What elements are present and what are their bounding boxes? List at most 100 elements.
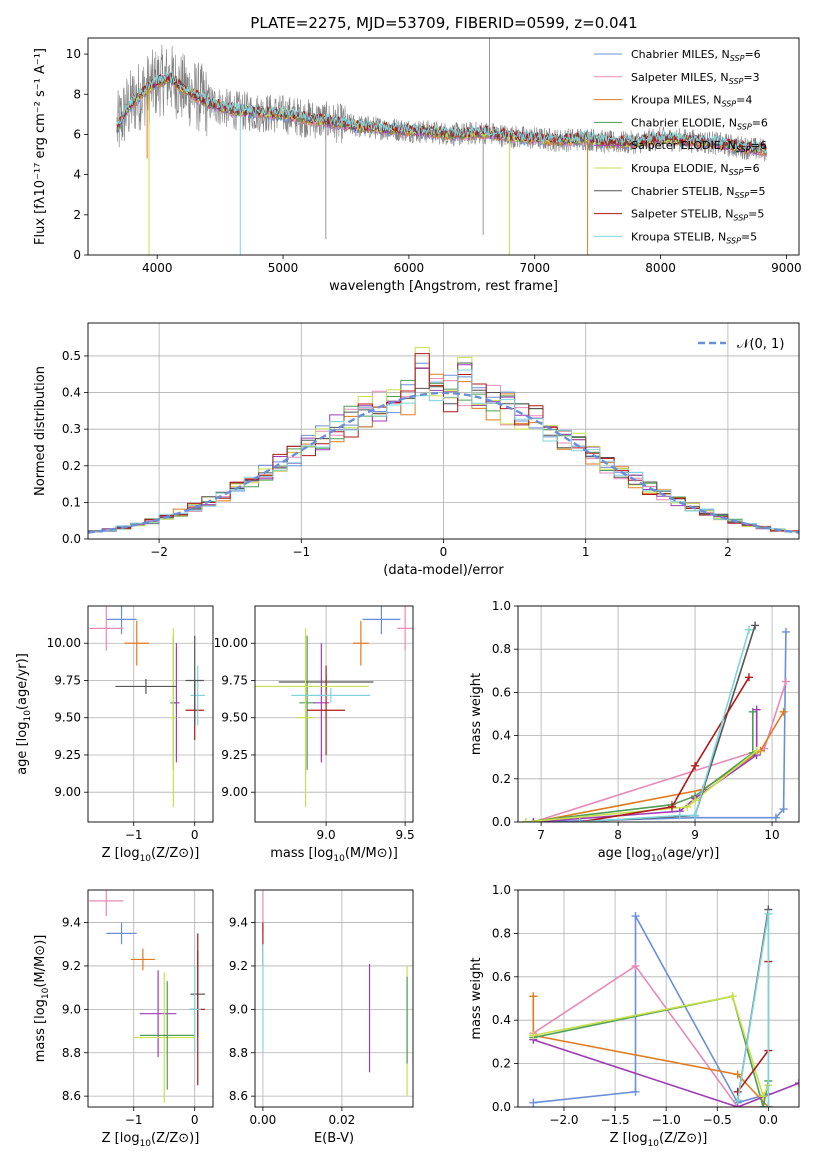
weight-marker <box>771 813 780 822</box>
weight_vs_age-panel: 7 8 9 10 0.0 0.2 0.4 0.6 0.8 1.0 age [log10(age/yr… <box>469 599 800 864</box>
mass_vs_Z-plot-area <box>89 890 206 1103</box>
legend-entry: Salpeter MILES, NSSP=3 <box>631 71 760 86</box>
mass_vs_Z-frame <box>87 889 214 1108</box>
x-tick-label: 8000 <box>645 261 676 275</box>
legend-entry: Chabrier ELODIE, NSSP=6 <box>631 116 768 131</box>
x-tick-label: −1.5 <box>601 1113 630 1127</box>
weight-marker <box>733 1087 742 1096</box>
gaussian-curve <box>88 391 799 534</box>
weight-marker <box>733 1096 742 1105</box>
weight_vs_Z-frame <box>517 889 800 1108</box>
weight_vs_age-plot-area <box>521 621 790 822</box>
spectrum-legend: Chabrier MILES, NSSP=6 Salpeter MILES, NS… <box>594 48 768 245</box>
weight-series-chabrier-elodie <box>533 995 770 1107</box>
y-axis-label: Flux [fλ10⁻¹⁷ erg cm⁻² s⁻¹ A⁻¹] <box>33 48 48 245</box>
x-tick-label: 7000 <box>519 261 550 275</box>
weight_vs_Z-plot-area <box>529 905 799 1107</box>
weight-marker <box>779 707 788 716</box>
y-tick-label: 8 <box>73 87 81 101</box>
legend-entry: Kroupa ELODIE, NSSP=6 <box>631 162 760 177</box>
y-tick-label: 9.25 <box>54 748 81 762</box>
weight-marker <box>752 705 761 714</box>
y-tick-label: 9.2 <box>62 959 81 973</box>
x-tick-label: 2 <box>724 545 732 559</box>
y-tick-label: 0.0 <box>62 532 81 546</box>
legend-entry: Chabrier STELIB, NSSP=5 <box>631 185 765 200</box>
y-tick-label: 9.50 <box>54 711 81 725</box>
x-tick-label: 5000 <box>268 261 299 275</box>
x-tick-label: −1 <box>292 545 310 559</box>
y-tick-label: 9.0 <box>62 1002 81 1016</box>
legend-entry: Salpeter ELODIE, NSSP=6 <box>631 139 767 154</box>
x-tick-label: 9.5 <box>396 828 415 842</box>
legend-entry: Chabrier MILES, NSSP=6 <box>631 48 761 63</box>
x-axis-label: Z [log10(Z/Z⊙)] <box>102 1131 200 1149</box>
age_vs_mass-frame <box>254 605 414 823</box>
weight-marker <box>733 1070 742 1079</box>
spectrum-panel: 4000 5000 6000 7000 8000 9000 0 2 4 6 8 10 wavelengt… <box>33 37 802 294</box>
y-tick-label: 0.8 <box>492 642 511 656</box>
weight-marker <box>683 802 692 811</box>
x-axis-label: (data-model)/error <box>383 563 504 578</box>
x-tick-label: 8 <box>614 828 622 842</box>
age_vs_Z-frame <box>87 605 214 823</box>
y-tick-label: 0 <box>73 248 81 262</box>
weight-series-salpeter-miles <box>533 681 787 822</box>
x-tick-label: 1 <box>582 545 590 559</box>
mass_vs_ebv-panel: 0.00 0.02 8.6 8.8 9.0 9.2 9.4 E(B-V) <box>229 889 414 1146</box>
y-axis-label: age [log10(age/yr)] <box>15 653 33 775</box>
legend-entry: Salpeter STELIB, NSSP=5 <box>631 208 764 223</box>
y-tick-label: 9.00 <box>221 785 248 799</box>
residuals-frame <box>87 322 800 540</box>
y-tick-label: 8.8 <box>62 1046 81 1060</box>
weight-marker <box>631 961 640 970</box>
y-tick-label: 1.0 <box>492 883 511 897</box>
x-tick-label: 9000 <box>771 261 802 275</box>
y-tick-label: 0.2 <box>62 459 81 473</box>
x-tick-label: −2 <box>150 545 168 559</box>
y-tick-label: 9.2 <box>229 959 248 973</box>
weight-marker <box>691 761 700 770</box>
age_vs_mass-grid <box>255 606 413 822</box>
weight-marker <box>667 802 676 811</box>
y-tick-label: 9.25 <box>221 748 248 762</box>
x-tick-label: −0.5 <box>703 1113 732 1127</box>
x-axis-label: E(B-V) <box>314 1131 354 1146</box>
y-tick-label: 8.6 <box>62 1089 81 1103</box>
age_vs_mass-panel: 9.0 9.5 9.00 9.25 9.50 9.75 10.00 mass [log10(M… <box>214 605 415 864</box>
y-tick-label: 0.0 <box>492 1100 511 1114</box>
x-tick-label: −1.0 <box>652 1113 681 1127</box>
weight-marker <box>781 627 790 636</box>
weight-series-chabrier-miles <box>533 631 787 822</box>
mass_vs_Z-panel: −1 0 8.6 8.8 9.0 9.2 9.4 Z [log10(Z/Z⊙)] mass [l… <box>33 889 214 1149</box>
age_vs_Z-plot-area <box>89 606 206 808</box>
y-tick-label: 9.75 <box>221 673 248 687</box>
weight-marker <box>751 621 760 630</box>
residuals-panel: −2 −1 0 1 2 0.0 0.1 0.2 0.3 0.4 0.5 (data-model)/er… <box>33 322 800 578</box>
model-spectrum-kroupa-stelib <box>116 71 767 154</box>
mass_vs_ebv-grid <box>255 890 413 1107</box>
y-tick-label: 0.4 <box>492 729 511 743</box>
weight-marker <box>529 992 538 1001</box>
y-tick-label: 0.0 <box>492 815 511 829</box>
spectrum-frame <box>87 37 800 256</box>
x-tick-label: 0 <box>191 828 199 842</box>
model-spectrum-salpeter-stelib <box>116 72 767 153</box>
weight-marker <box>521 818 530 822</box>
weight-marker <box>764 909 773 918</box>
weight_vs_Z-panel: −2.0 −1.5 −1.0 −0.5 0.0 0.0 0.2 0.4 0.6 0.8 1.0 Z [… <box>469 883 800 1149</box>
weight-series-salpeter-miles <box>532 964 769 1107</box>
weight-series-kroupa-elodie <box>533 995 770 1099</box>
weight-marker <box>631 1087 640 1096</box>
legend-entry: Kroupa STELIB, NSSP=5 <box>631 230 757 245</box>
y-tick-label: 0.6 <box>492 685 511 699</box>
x-axis-label: Z [log10(Z/Z⊙)] <box>102 846 200 864</box>
weight-series-kroupa-stelib <box>579 629 750 822</box>
x-tick-label: 9 <box>691 828 699 842</box>
weight-series-kroupa-stelib <box>736 913 770 1107</box>
mass_vs_ebv-plot-area <box>262 890 408 1097</box>
x-tick-label: −1 <box>125 1113 143 1127</box>
weight-marker <box>675 811 684 820</box>
x-axis-label: age [log10(age/yr)] <box>598 846 720 864</box>
